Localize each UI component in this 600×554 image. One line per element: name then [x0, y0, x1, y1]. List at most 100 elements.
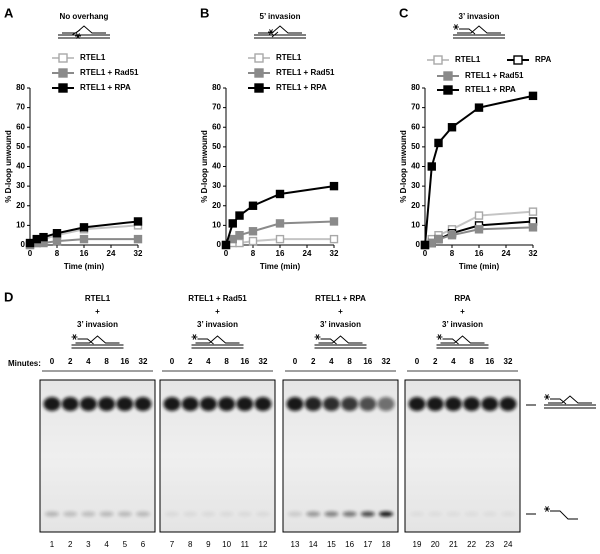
- lane-number: 12: [259, 540, 268, 549]
- minute-label: 8: [347, 357, 352, 366]
- y-tick-label: 60: [212, 122, 221, 131]
- lane-number: 14: [309, 540, 318, 549]
- product-band: [482, 511, 497, 517]
- dna-schematic: [77, 338, 94, 345]
- data-point: [427, 238, 436, 248]
- substrate-band: [444, 397, 462, 411]
- y-tick-label: 30: [411, 181, 420, 190]
- data-point: [133, 234, 143, 244]
- x-tick-label: 0: [423, 249, 428, 258]
- dna-schematic: [254, 34, 306, 39]
- dna-schematic: [548, 395, 592, 404]
- panel-label: B: [200, 5, 209, 20]
- data-point: [434, 234, 443, 244]
- dna-schematic: [258, 25, 302, 34]
- legend-marker: [254, 68, 264, 78]
- data-point: [248, 201, 258, 210]
- asterisk: [437, 334, 442, 340]
- x-tick-label: 16: [475, 249, 484, 258]
- chart-title: No overhang: [60, 12, 109, 21]
- lane-number: 24: [504, 540, 513, 549]
- data-point: [528, 207, 538, 216]
- data-point: [52, 229, 62, 238]
- minute-label: 4: [86, 357, 91, 366]
- substrate-band: [218, 397, 236, 411]
- dna-schematic: [71, 344, 124, 349]
- panel-label: A: [4, 5, 14, 20]
- product-band: [183, 511, 198, 517]
- x-tick-label: 24: [303, 249, 312, 258]
- data-point: [248, 227, 258, 236]
- data-point: [133, 217, 143, 226]
- legend-marker: [254, 53, 264, 63]
- product-band: [256, 511, 270, 517]
- asterisk: [192, 334, 197, 340]
- minute-label: 0: [50, 357, 55, 366]
- y-tick-label: 40: [411, 162, 420, 171]
- product-band: [201, 511, 216, 517]
- minute-label: 16: [485, 357, 494, 366]
- minute-label: 0: [293, 357, 298, 366]
- data-point: [474, 225, 484, 234]
- dna-schematic: [58, 34, 110, 39]
- y-tick-label: 20: [411, 201, 420, 210]
- y-tick-label: 50: [212, 142, 221, 151]
- substrate-band: [408, 397, 426, 411]
- dna-schematic: [544, 404, 596, 409]
- product-band: [165, 511, 179, 517]
- substrate-band: [499, 397, 517, 411]
- data-point: [474, 103, 484, 112]
- minute-label: 16: [120, 357, 129, 366]
- group-header: 3’ invasion: [197, 320, 238, 329]
- x-tick-label: 32: [330, 249, 339, 258]
- product-band: [410, 511, 424, 517]
- product-band: [379, 511, 393, 517]
- product-band: [63, 511, 78, 517]
- dna-schematic: [195, 335, 240, 344]
- asterisk: [315, 334, 320, 340]
- substrate-band: [341, 397, 359, 411]
- y-axis-label: % D-loop unwound: [399, 130, 408, 203]
- dna-schematic: [320, 338, 337, 345]
- x-tick-label: 32: [529, 249, 538, 258]
- data-point: [275, 189, 285, 199]
- dna-schematic: [442, 338, 459, 345]
- group-header: 3’ invasion: [320, 320, 361, 329]
- lane-number: 18: [382, 540, 391, 549]
- dna-schematic: [71, 29, 81, 36]
- substrate-band: [61, 397, 79, 411]
- minute-label: 0: [170, 357, 175, 366]
- data-point: [79, 223, 89, 232]
- legend-label: RTEL1: [276, 53, 302, 62]
- y-tick-label: 20: [16, 201, 25, 210]
- lane-number: 19: [413, 540, 422, 549]
- dna-schematic: [197, 338, 214, 345]
- product-band: [117, 511, 132, 517]
- substrate-band: [236, 397, 254, 411]
- y-tick-label: 0: [21, 240, 26, 249]
- minute-label: 32: [382, 357, 391, 366]
- minutes-label: Minutes:: [8, 359, 41, 368]
- group-header: RPA: [454, 294, 471, 303]
- lane-number: 16: [345, 540, 354, 549]
- group-header: +: [95, 307, 100, 316]
- lane-number: 21: [449, 540, 458, 549]
- asterisk: [545, 394, 549, 400]
- group-header: +: [338, 307, 343, 316]
- data-point: [420, 240, 430, 250]
- asterisk: [72, 334, 77, 340]
- product-band: [81, 511, 96, 517]
- data-point: [228, 234, 237, 244]
- lane-number: 10: [222, 540, 231, 549]
- minute-label: 4: [451, 357, 456, 366]
- lane-number: 13: [291, 540, 300, 549]
- lane-number: 3: [86, 540, 91, 549]
- legend-marker: [513, 55, 523, 65]
- lane-number: 9: [206, 540, 211, 549]
- product-band: [136, 511, 150, 517]
- minute-label: 16: [363, 357, 372, 366]
- lane-number: 7: [170, 540, 175, 549]
- data-point: [52, 236, 62, 246]
- data-point: [39, 232, 48, 242]
